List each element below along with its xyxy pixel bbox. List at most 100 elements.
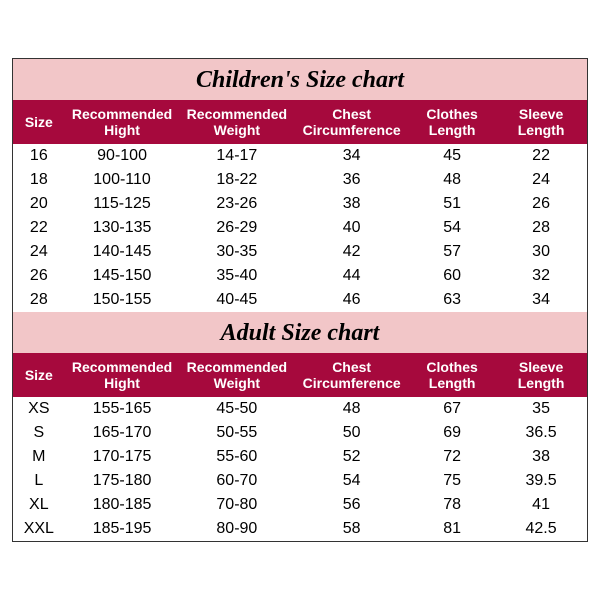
table-cell: 28 bbox=[13, 288, 65, 312]
table-cell: 69 bbox=[409, 421, 495, 445]
table-cell: 115-125 bbox=[65, 192, 180, 216]
table-cell: 140-145 bbox=[65, 240, 180, 264]
table-cell: 34 bbox=[294, 144, 409, 168]
table-cell: 60 bbox=[409, 264, 495, 288]
table-cell: 180-185 bbox=[65, 493, 180, 517]
table-cell: 30 bbox=[495, 240, 587, 264]
children-title: Children's Size chart bbox=[13, 59, 587, 100]
table-cell: 22 bbox=[13, 216, 65, 240]
table-cell: 26 bbox=[13, 264, 65, 288]
table-cell: 80-90 bbox=[179, 517, 294, 541]
table-cell: 57 bbox=[409, 240, 495, 264]
table-cell: 175-180 bbox=[65, 469, 180, 493]
table-cell: 48 bbox=[294, 397, 409, 421]
col-sleeve: SleeveLength bbox=[495, 353, 587, 397]
table-cell: 50 bbox=[294, 421, 409, 445]
table-cell: 39.5 bbox=[495, 469, 587, 493]
table-row: 26145-15035-40446032 bbox=[13, 264, 587, 288]
table-row: L175-18060-70547539.5 bbox=[13, 469, 587, 493]
table-cell: 38 bbox=[294, 192, 409, 216]
table-cell: 170-175 bbox=[65, 445, 180, 469]
table-cell: XXL bbox=[13, 517, 65, 541]
table-cell: 26-29 bbox=[179, 216, 294, 240]
table-cell: 28 bbox=[495, 216, 587, 240]
children-table-head: Size RecommendedHight RecommendedWeight … bbox=[13, 100, 587, 144]
table-cell: 22 bbox=[495, 144, 587, 168]
adult-title: Adult Size chart bbox=[13, 312, 587, 353]
adult-table-head: Size RecommendedHight RecommendedWeight … bbox=[13, 353, 587, 397]
table-cell: 75 bbox=[409, 469, 495, 493]
table-cell: 60-70 bbox=[179, 469, 294, 493]
table-cell: 36 bbox=[294, 168, 409, 192]
col-hight: RecommendedHight bbox=[65, 353, 180, 397]
table-cell: 150-155 bbox=[65, 288, 180, 312]
table-cell: XL bbox=[13, 493, 65, 517]
table-cell: 56 bbox=[294, 493, 409, 517]
table-cell: 45-50 bbox=[179, 397, 294, 421]
table-cell: 38 bbox=[495, 445, 587, 469]
col-weight: RecommendedWeight bbox=[179, 100, 294, 144]
table-cell: 35 bbox=[495, 397, 587, 421]
table-cell: 16 bbox=[13, 144, 65, 168]
table-cell: 18-22 bbox=[179, 168, 294, 192]
table-cell: 81 bbox=[409, 517, 495, 541]
table-cell: 14-17 bbox=[179, 144, 294, 168]
table-row: 24140-14530-35425730 bbox=[13, 240, 587, 264]
table-cell: 32 bbox=[495, 264, 587, 288]
adult-table-body: XS155-16545-50486735S165-17050-55506936.… bbox=[13, 397, 587, 541]
col-chest: ChestCircumference bbox=[294, 100, 409, 144]
table-cell: 26 bbox=[495, 192, 587, 216]
size-chart-card: Children's Size chart Size RecommendedHi… bbox=[12, 58, 588, 542]
table-cell: 48 bbox=[409, 168, 495, 192]
table-cell: 90-100 bbox=[65, 144, 180, 168]
table-cell: 20 bbox=[13, 192, 65, 216]
children-table: Size RecommendedHight RecommendedWeight … bbox=[13, 100, 587, 312]
table-cell: 165-170 bbox=[65, 421, 180, 445]
table-cell: 44 bbox=[294, 264, 409, 288]
children-table-body: 1690-10014-1734452218100-11018-223648242… bbox=[13, 144, 587, 312]
table-cell: M bbox=[13, 445, 65, 469]
col-len: ClothesLength bbox=[409, 353, 495, 397]
table-row: XL180-18570-80567841 bbox=[13, 493, 587, 517]
table-cell: 51 bbox=[409, 192, 495, 216]
table-row: 18100-11018-22364824 bbox=[13, 168, 587, 192]
table-cell: 54 bbox=[294, 469, 409, 493]
table-row: M170-17555-60527238 bbox=[13, 445, 587, 469]
table-cell: 46 bbox=[294, 288, 409, 312]
table-cell: 185-195 bbox=[65, 517, 180, 541]
table-row: 20115-12523-26385126 bbox=[13, 192, 587, 216]
table-cell: L bbox=[13, 469, 65, 493]
table-cell: 58 bbox=[294, 517, 409, 541]
table-cell: 24 bbox=[13, 240, 65, 264]
table-cell: 50-55 bbox=[179, 421, 294, 445]
table-cell: 45 bbox=[409, 144, 495, 168]
table-row: 22130-13526-29405428 bbox=[13, 216, 587, 240]
table-cell: 145-150 bbox=[65, 264, 180, 288]
table-cell: 130-135 bbox=[65, 216, 180, 240]
table-row: S165-17050-55506936.5 bbox=[13, 421, 587, 445]
col-size: Size bbox=[13, 353, 65, 397]
col-weight: RecommendedWeight bbox=[179, 353, 294, 397]
table-cell: 36.5 bbox=[495, 421, 587, 445]
table-cell: 41 bbox=[495, 493, 587, 517]
col-chest: ChestCircumference bbox=[294, 353, 409, 397]
table-cell: 52 bbox=[294, 445, 409, 469]
table-cell: 72 bbox=[409, 445, 495, 469]
col-hight: RecommendedHight bbox=[65, 100, 180, 144]
table-cell: 42.5 bbox=[495, 517, 587, 541]
table-cell: 100-110 bbox=[65, 168, 180, 192]
table-cell: 67 bbox=[409, 397, 495, 421]
col-sleeve: SleeveLength bbox=[495, 100, 587, 144]
adult-table: Size RecommendedHight RecommendedWeight … bbox=[13, 353, 587, 541]
table-cell: 54 bbox=[409, 216, 495, 240]
col-size: Size bbox=[13, 100, 65, 144]
table-cell: 42 bbox=[294, 240, 409, 264]
table-cell: 18 bbox=[13, 168, 65, 192]
table-cell: 35-40 bbox=[179, 264, 294, 288]
table-cell: 30-35 bbox=[179, 240, 294, 264]
table-cell: 70-80 bbox=[179, 493, 294, 517]
table-cell: 34 bbox=[495, 288, 587, 312]
table-cell: XS bbox=[13, 397, 65, 421]
table-cell: S bbox=[13, 421, 65, 445]
table-cell: 55-60 bbox=[179, 445, 294, 469]
